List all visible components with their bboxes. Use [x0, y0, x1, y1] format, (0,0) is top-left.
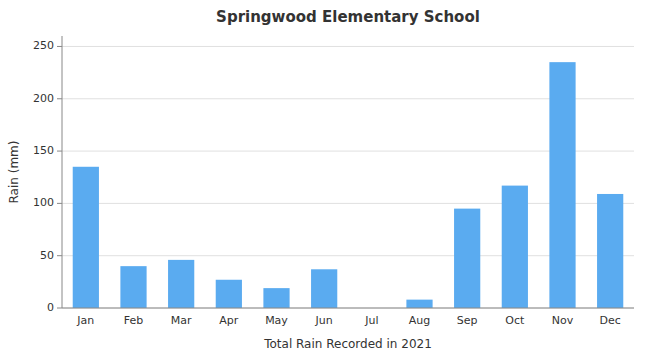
x-tick-label: Apr [219, 314, 239, 327]
y-tick [57, 151, 62, 152]
y-tick-label: 100 [33, 196, 54, 209]
grid-line [62, 46, 634, 47]
y-axis: 0 50 100 150 200 250 [33, 39, 62, 314]
x-tick-label: Jan [76, 314, 94, 327]
y-axis-title: Rain (mm) [7, 141, 21, 204]
bar [168, 260, 194, 308]
grid-line [62, 255, 634, 256]
x-tick-label: Mar [171, 314, 192, 327]
bar [406, 300, 432, 308]
grid [62, 46, 634, 308]
bar [597, 194, 623, 308]
grid-line [62, 203, 634, 204]
x-tick-label: Feb [124, 314, 143, 327]
bar [454, 209, 480, 308]
grid-line [62, 151, 634, 152]
y-tick [57, 203, 62, 204]
x-tick-label: Nov [552, 314, 574, 327]
x-axis-line [62, 308, 634, 309]
x-tick-label: Sep [457, 314, 478, 327]
bar [73, 167, 99, 308]
bar [549, 62, 575, 308]
y-tick [57, 255, 62, 256]
x-tick-label: May [265, 314, 288, 327]
x-tick-label: Jun [315, 314, 333, 327]
grid-line [62, 98, 634, 99]
chart-container: 0 50 100 150 200 250 Jan Feb Mar Apr May Jun Jul Aug S… [0, 0, 650, 360]
y-tick-label: 200 [33, 92, 54, 105]
x-tick-label: Oct [505, 314, 525, 327]
y-tick [57, 46, 62, 47]
y-tick [57, 98, 62, 99]
y-tick-label: 150 [33, 144, 54, 157]
x-tick-label: Dec [600, 314, 621, 327]
title: Springwood Elementary School [216, 8, 480, 26]
bars [73, 62, 624, 308]
bar [216, 280, 242, 308]
bar [311, 269, 337, 308]
y-axis-line [62, 36, 63, 308]
bar [502, 186, 528, 308]
y-tick-label: 0 [47, 301, 54, 314]
y-tick-label: 250 [33, 39, 54, 52]
bar [120, 266, 146, 308]
y-tick [57, 308, 62, 309]
x-axis-title: Total Rain Recorded in 2021 [263, 337, 432, 351]
grid-line [62, 308, 634, 309]
x-tick-label: Aug [409, 314, 430, 327]
chart-svg: 0 50 100 150 200 250 Jan Feb Mar Apr May Jun Jul Aug S… [0, 0, 650, 360]
x-tick-label: Jul [364, 314, 378, 327]
x-axis: Jan Feb Mar Apr May Jun Jul Aug Sep Oct Nov Dec [76, 314, 620, 327]
bar [263, 288, 289, 308]
y-tick-label: 50 [40, 249, 54, 262]
